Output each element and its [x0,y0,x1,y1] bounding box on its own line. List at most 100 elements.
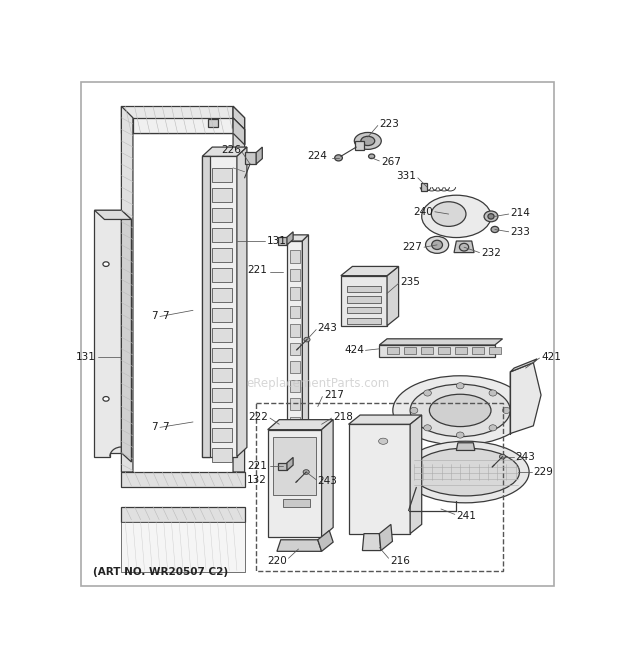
Ellipse shape [368,154,374,159]
Polygon shape [283,499,310,507]
Bar [290,288,300,299]
Text: 218: 218 [333,412,353,422]
Text: eReplacementParts.com: eReplacementParts.com [246,377,389,390]
Polygon shape [410,415,422,533]
Text: 240: 240 [414,207,433,217]
Polygon shape [456,443,475,450]
Polygon shape [341,276,387,326]
Text: 7: 7 [151,422,157,432]
Polygon shape [348,415,422,424]
Polygon shape [421,183,427,191]
Bar [347,297,381,303]
Polygon shape [510,363,541,434]
Polygon shape [277,540,322,551]
Text: 221: 221 [247,461,267,471]
Text: 229: 229 [533,467,553,477]
Text: 7: 7 [151,311,157,321]
Polygon shape [122,472,245,487]
Polygon shape [287,232,293,245]
Text: 220: 220 [267,555,287,566]
Ellipse shape [293,472,296,475]
Bar [212,328,231,342]
Polygon shape [301,462,307,510]
Bar [212,188,231,202]
Text: 233: 233 [510,227,530,237]
Bar [212,168,231,182]
Polygon shape [355,141,364,150]
Ellipse shape [103,262,109,266]
Bar [208,120,218,127]
Polygon shape [202,147,247,156]
Text: 7: 7 [162,422,169,432]
Polygon shape [202,156,237,457]
Polygon shape [122,522,245,572]
Ellipse shape [432,202,466,226]
Bar [290,379,300,392]
Bar [212,408,231,422]
Polygon shape [122,507,245,522]
Polygon shape [287,235,309,241]
Bar [290,416,300,429]
Text: 214: 214 [510,208,530,218]
Bar [421,346,433,354]
Ellipse shape [293,500,296,503]
Text: 223: 223 [379,119,399,129]
Polygon shape [245,153,256,164]
Ellipse shape [456,432,464,438]
Ellipse shape [489,390,497,396]
Polygon shape [348,424,410,533]
Ellipse shape [410,407,418,414]
Polygon shape [363,533,381,551]
Text: (ART NO. WR20507 C2): (ART NO. WR20507 C2) [93,567,228,577]
Bar [290,361,300,373]
Ellipse shape [361,136,374,145]
Ellipse shape [423,390,432,396]
Text: 267: 267 [381,157,401,167]
Bar [472,346,484,354]
Bar [438,346,450,354]
Polygon shape [133,118,233,134]
Bar [290,398,300,410]
Polygon shape [288,468,301,510]
Bar [212,428,231,442]
Bar [387,346,399,354]
Polygon shape [273,438,316,495]
Text: 227: 227 [402,242,422,253]
Ellipse shape [432,240,443,249]
Text: 243: 243 [317,323,338,333]
Polygon shape [268,420,333,430]
Polygon shape [379,345,495,356]
Polygon shape [122,106,133,472]
Polygon shape [268,430,322,537]
Text: 132: 132 [247,475,267,485]
Text: 221: 221 [247,265,267,275]
Polygon shape [322,420,333,537]
Polygon shape [317,531,333,551]
Bar [212,248,231,262]
Ellipse shape [500,454,506,459]
Bar [290,305,300,318]
Ellipse shape [412,448,520,496]
Ellipse shape [484,211,498,222]
Text: 421: 421 [541,352,561,362]
Ellipse shape [402,442,529,503]
Bar [290,435,300,447]
Ellipse shape [304,337,310,342]
Bar [347,307,381,313]
Text: 243: 243 [317,477,338,486]
Ellipse shape [422,195,491,237]
Polygon shape [454,241,474,253]
Bar [212,388,231,402]
Ellipse shape [491,226,498,233]
Bar [347,286,381,292]
Bar [347,318,381,324]
Ellipse shape [489,425,497,431]
Ellipse shape [354,132,381,149]
Ellipse shape [103,397,109,401]
Ellipse shape [410,384,510,437]
Ellipse shape [488,214,494,219]
Bar [290,342,300,355]
Ellipse shape [425,237,449,253]
Ellipse shape [423,425,432,431]
Polygon shape [94,210,131,219]
